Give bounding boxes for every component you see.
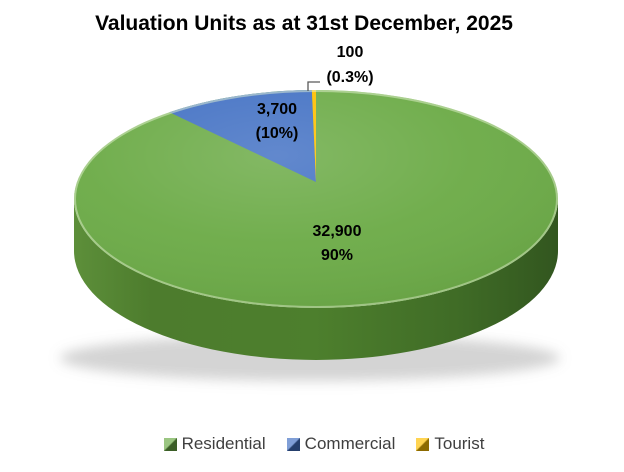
legend-item-residential: Residential — [163, 434, 266, 454]
tourist-leader-line — [307, 81, 320, 91]
data-label-residential-pct: 90% — [320, 247, 354, 264]
data-label-residential: 32,900 90% — [267, 220, 407, 268]
legend-label-residential: Residential — [181, 434, 266, 453]
data-label-commercial-value: 3,700 — [256, 101, 298, 118]
legend-swatch-tourist-icon — [416, 437, 430, 451]
data-label-tourist-value: 100 — [336, 44, 364, 61]
legend-swatch-commercial-icon — [286, 437, 300, 451]
data-label-tourist: 100 (0.3%) — [280, 40, 420, 90]
data-label-commercial-pct: (10%) — [255, 125, 299, 142]
legend-label-commercial: Commercial — [304, 434, 396, 453]
data-label-residential-value: 32,900 — [312, 223, 362, 240]
legend-label-tourist: Tourist — [434, 434, 485, 453]
pie-side — [74, 199, 558, 360]
legend-item-commercial: Commercial — [286, 434, 396, 454]
pie-sheen — [74, 90, 558, 308]
legend: Residential Commercial Tourist — [12, 432, 624, 456]
legend-swatch-residential-icon — [163, 437, 177, 451]
legend-item-tourist: Tourist — [416, 434, 484, 454]
data-label-commercial: 3,700 (10%) — [207, 98, 347, 146]
data-label-tourist-pct: (0.3%) — [326, 69, 374, 86]
chart-title: Valuation Units as at 31st December, 202… — [95, 12, 513, 35]
